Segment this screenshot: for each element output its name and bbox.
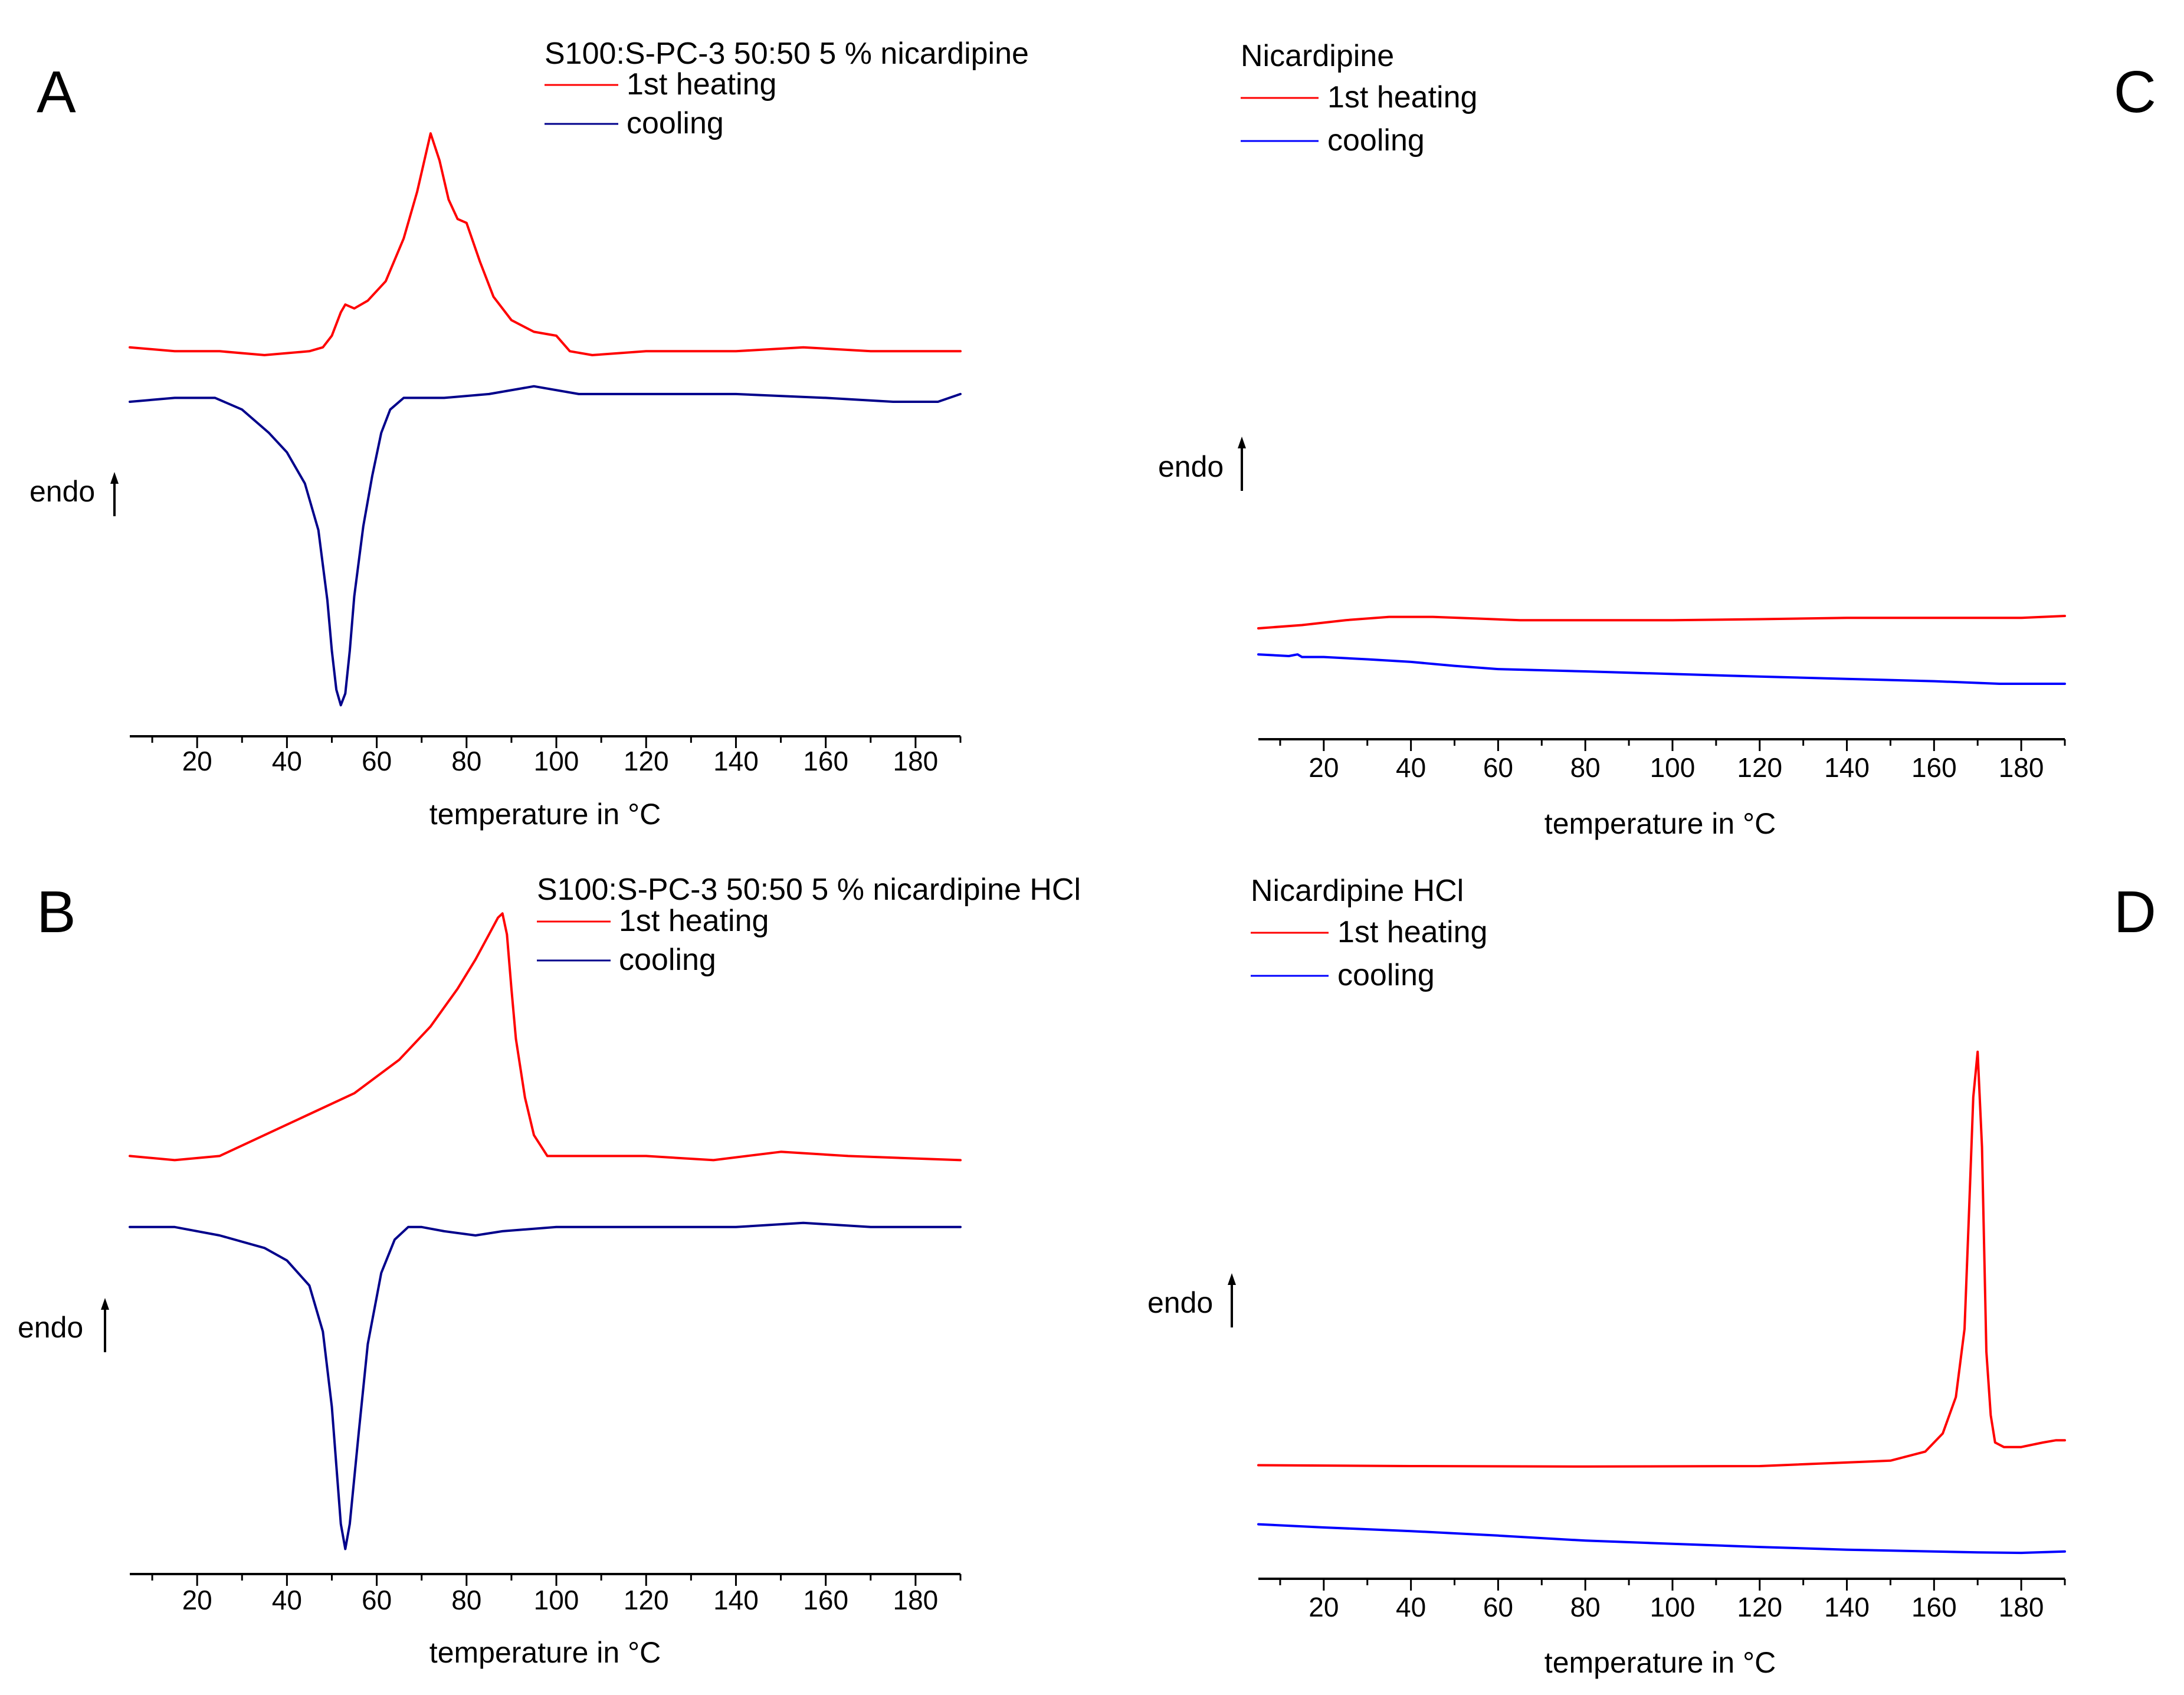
panel-letter: C	[2114, 59, 2156, 125]
endo-label: endo	[18, 1311, 83, 1344]
x-tick-label: 120	[624, 1585, 669, 1615]
endo-label: endo	[1158, 450, 1224, 483]
x-tick-label: 140	[1824, 752, 1870, 783]
x-tick-label: 20	[182, 746, 212, 776]
series-line-cooling	[1257, 653, 2066, 685]
x-tick-label: 60	[362, 746, 392, 776]
x-tick-label: 160	[803, 746, 848, 776]
x-tick-label: 40	[1396, 1592, 1426, 1622]
endo-arrow-icon	[1228, 1273, 1236, 1327]
legend-entry-heating: 1st heating	[619, 904, 769, 938]
panel-c: C Nicardipine 1st heating cooling endo 20 40 60…	[1158, 39, 2156, 840]
x-tick-label: 60	[362, 1585, 392, 1615]
x-tick-label: 40	[1396, 752, 1426, 783]
x-axis-title: temperature in °C	[429, 798, 661, 831]
legend-entry-heating: 1st heating	[1337, 915, 1487, 949]
series-line-heating	[129, 132, 962, 356]
panel-letter: D	[2114, 879, 2156, 945]
x-axis-title: temperature in °C	[1544, 807, 1776, 840]
x-tick-label: 80	[1570, 1592, 1601, 1622]
x-tick-label: 20	[182, 1585, 212, 1615]
legend-title: Nicardipine HCl	[1251, 874, 1464, 908]
x-tick-label: 180	[893, 1585, 939, 1615]
endo-label: endo	[1147, 1286, 1213, 1319]
x-tick-label: 20	[1309, 1592, 1339, 1622]
legend-entry-cooling: cooling	[627, 106, 724, 140]
legend: S100:S-PC-3 50:50 5 % nicardipine HCl1st…	[537, 873, 1081, 977]
endo-label: endo	[29, 475, 95, 508]
x-tick-label: 60	[1483, 752, 1513, 783]
series-line-heating	[129, 912, 962, 1162]
endo-arrow-icon	[1238, 437, 1246, 491]
x-tick-label: 40	[272, 746, 302, 776]
panel-d: D Nicardipine HCl 1st heating cooling endo 20…	[1147, 874, 2156, 1679]
x-axis: 20 40 60 80 100 120 140 160 180 temperature in °C	[130, 735, 962, 831]
x-axis: 20 40 60 80 100 120 140 160 180 temperature in °C	[1258, 738, 2066, 840]
x-tick-label: 160	[1911, 752, 1957, 783]
x-axis-title: temperature in °C	[429, 1636, 661, 1669]
x-tick-label: 80	[451, 746, 481, 776]
x-tick-label: 120	[1737, 752, 1782, 783]
legend: Nicardipine HCl 1st heating cooling	[1251, 874, 1487, 992]
x-tick-label: 180	[893, 746, 939, 776]
x-tick-label: 100	[1650, 752, 1696, 783]
legend: Nicardipine 1st heating cooling	[1241, 39, 1477, 158]
x-tick-label: 140	[713, 746, 759, 776]
x-tick-label: 60	[1483, 1592, 1513, 1622]
endo-arrow-icon	[110, 472, 119, 516]
panel-letter: B	[37, 879, 76, 945]
x-tick-label: 160	[803, 1585, 848, 1615]
series-line-heating	[1257, 1050, 2066, 1468]
x-axis: 20 40 60 80 100 120 140 160 180 temperature in °C	[130, 1573, 962, 1669]
legend-entry-cooling: cooling	[1327, 123, 1425, 158]
legend-entry-heating: 1st heating	[627, 67, 776, 101]
series-line-cooling	[129, 1221, 962, 1550]
x-axis: 20 40 60 80 100 120 140 160 180 temperature in °C	[1258, 1578, 2066, 1679]
legend-entry-cooling: cooling	[619, 943, 716, 977]
x-tick-label: 160	[1911, 1592, 1957, 1622]
x-tick-label: 120	[1737, 1592, 1782, 1622]
series-line-cooling	[1257, 1523, 2066, 1555]
legend-title: S100:S-PC-3 50:50 5 % nicardipine HCl	[537, 873, 1081, 907]
x-axis-title: temperature in °C	[1544, 1646, 1776, 1679]
series-line-heating	[1257, 615, 2066, 630]
x-tick-label: 100	[1650, 1592, 1696, 1622]
panel-letter: A	[37, 59, 76, 125]
legend-entry-cooling: cooling	[1337, 958, 1435, 992]
panel-b: B S100:S-PC-3 50:50 5 % nicardipine HCl1s…	[18, 873, 1081, 1669]
x-tick-label: 140	[1824, 1592, 1870, 1622]
x-tick-label: 180	[1999, 1592, 2044, 1622]
endo-arrow-icon	[101, 1298, 109, 1352]
legend-entry-heating: 1st heating	[1327, 80, 1477, 114]
x-tick-label: 20	[1309, 752, 1339, 783]
x-tick-label: 80	[1570, 752, 1601, 783]
x-tick-label: 100	[534, 746, 579, 776]
x-tick-label: 40	[272, 1585, 302, 1615]
x-tick-label: 100	[534, 1585, 579, 1615]
x-tick-label: 140	[713, 1585, 759, 1615]
legend-title: Nicardipine	[1241, 39, 1394, 73]
x-tick-label: 120	[624, 746, 669, 776]
x-tick-label: 80	[451, 1585, 481, 1615]
series-line-cooling	[129, 385, 962, 707]
legend-title: S100:S-PC-3 50:50 5 % nicardipine	[545, 37, 1029, 71]
x-tick-label: 180	[1999, 752, 2044, 783]
